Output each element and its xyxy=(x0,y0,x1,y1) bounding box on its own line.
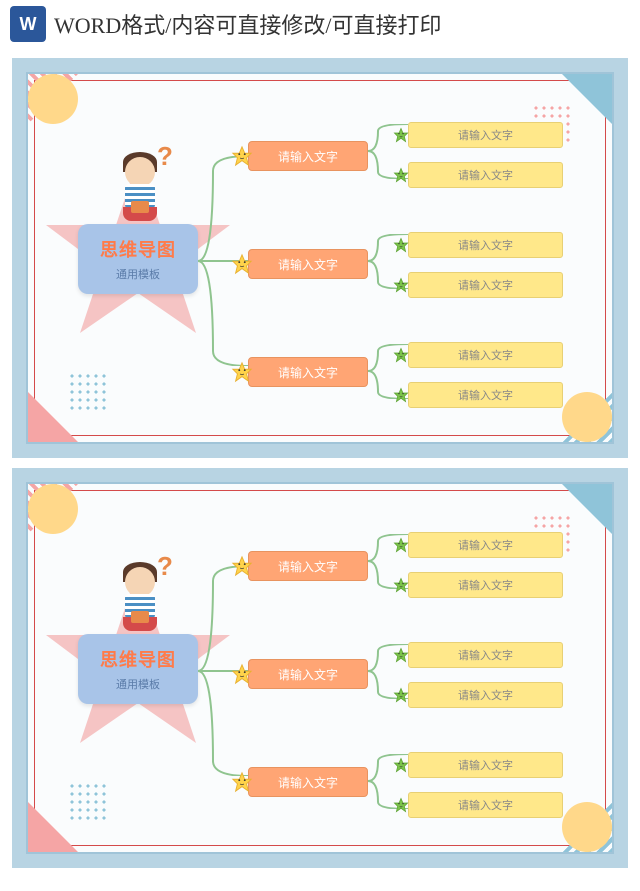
star-icon xyxy=(393,237,409,253)
star-icon xyxy=(393,537,409,553)
leaf-node[interactable]: 请输入文字 xyxy=(408,122,563,148)
star-icon xyxy=(393,277,409,293)
leaf-node[interactable]: 请输入文字 xyxy=(408,232,563,258)
word-icon: W xyxy=(10,6,46,42)
corner-decoration xyxy=(26,482,98,554)
dots-decoration xyxy=(68,372,108,412)
dots-decoration xyxy=(68,782,108,822)
star-icon xyxy=(393,347,409,363)
star-icon xyxy=(231,555,253,577)
branch-node[interactable]: 请输入文字 xyxy=(248,551,368,581)
mindmap-panel: ? 思维导图 通用模板 请输入文字请输入文字请输入文字请输入文字请输入文字请输入… xyxy=(12,468,628,868)
star-icon xyxy=(393,577,409,593)
leaf-node[interactable]: 请输入文字 xyxy=(408,272,563,298)
leaf-node[interactable]: 请输入文字 xyxy=(408,572,563,598)
header-text: WORD格式/内容可直接修改/可直接打印 xyxy=(54,8,441,40)
branch-node[interactable]: 请输入文字 xyxy=(248,357,368,387)
root-title: 思维导图 xyxy=(100,646,176,672)
leaf-node[interactable]: 请输入文字 xyxy=(408,642,563,668)
root-node[interactable]: 思维导图 通用模板 xyxy=(78,224,198,294)
mindmap-panel: ? 思维导图 通用模板 请输入文字请输入文字请输入文字请输入文字请输入文字请输入… xyxy=(12,58,628,458)
branch-node[interactable]: 请输入文字 xyxy=(248,141,368,171)
star-icon xyxy=(393,387,409,403)
leaf-node[interactable]: 请输入文字 xyxy=(408,792,563,818)
branch-node[interactable]: 请输入文字 xyxy=(248,659,368,689)
leaf-node[interactable]: 请输入文字 xyxy=(408,162,563,188)
star-icon xyxy=(231,663,253,685)
character-icon: ? xyxy=(113,149,168,224)
leaf-node[interactable]: 请输入文字 xyxy=(408,382,563,408)
star-icon xyxy=(393,757,409,773)
panel-inner: ? 思维导图 通用模板 请输入文字请输入文字请输入文字请输入文字请输入文字请输入… xyxy=(26,72,614,444)
star-icon xyxy=(393,127,409,143)
branch-node[interactable]: 请输入文字 xyxy=(248,767,368,797)
branch-node[interactable]: 请输入文字 xyxy=(248,249,368,279)
star-icon xyxy=(393,687,409,703)
star-icon xyxy=(231,361,253,383)
leaf-node[interactable]: 请输入文字 xyxy=(408,532,563,558)
root-subtitle: 通用模板 xyxy=(116,676,160,692)
star-icon xyxy=(231,771,253,793)
root-title: 思维导图 xyxy=(100,236,176,262)
star-icon xyxy=(231,145,253,167)
character-icon: ? xyxy=(113,559,168,634)
leaf-node[interactable]: 请输入文字 xyxy=(408,342,563,368)
header: W WORD格式/内容可直接修改/可直接打印 xyxy=(0,0,640,48)
root-node[interactable]: 思维导图 通用模板 xyxy=(78,634,198,704)
corner-decoration xyxy=(26,72,98,144)
star-icon xyxy=(393,647,409,663)
star-icon xyxy=(231,253,253,275)
leaf-node[interactable]: 请输入文字 xyxy=(408,752,563,778)
star-icon xyxy=(393,797,409,813)
leaf-node[interactable]: 请输入文字 xyxy=(408,682,563,708)
root-subtitle: 通用模板 xyxy=(116,266,160,282)
star-icon xyxy=(393,167,409,183)
panel-inner: ? 思维导图 通用模板 请输入文字请输入文字请输入文字请输入文字请输入文字请输入… xyxy=(26,482,614,854)
